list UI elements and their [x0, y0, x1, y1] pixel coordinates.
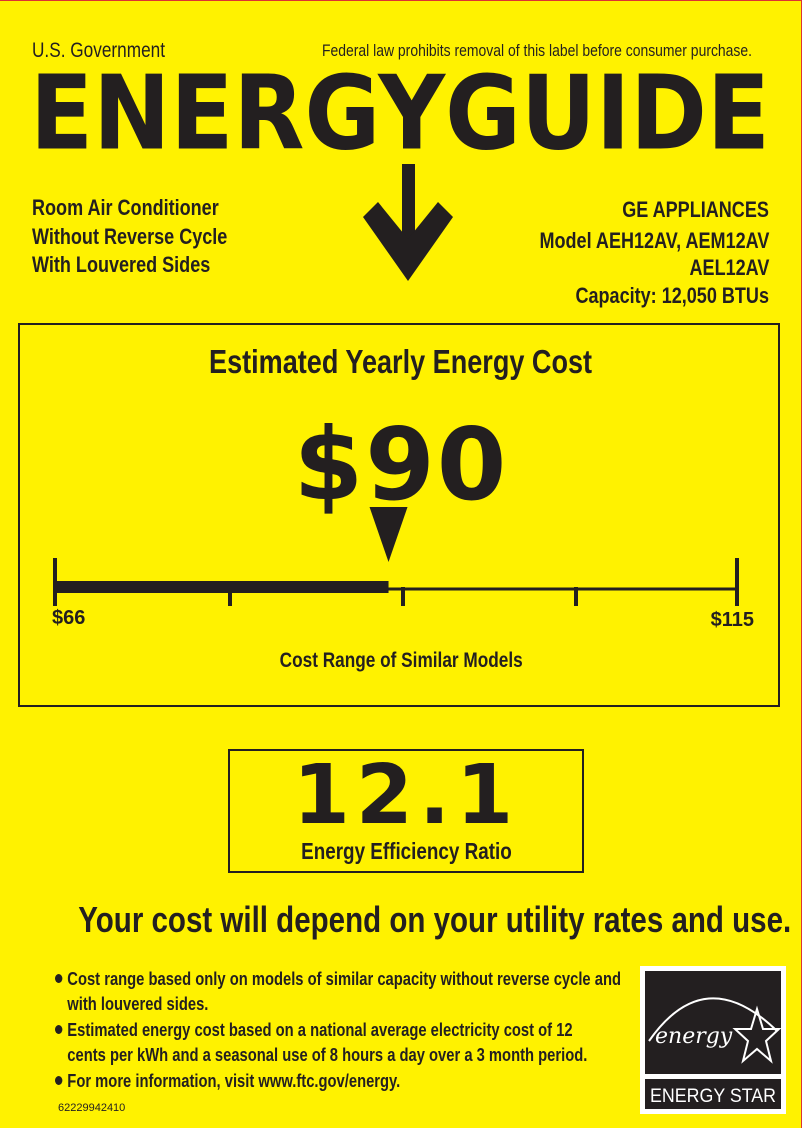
scale-tick	[228, 587, 232, 606]
product-type-line: Without Reverse Cycle	[32, 224, 228, 249]
cost-min-label: $66	[52, 607, 86, 629]
brand-text: ENERGYGUIDE	[30, 69, 770, 173]
model-numbers: AEL12AV	[689, 255, 769, 280]
star-icon	[732, 1005, 782, 1064]
scale-cap-max	[735, 558, 739, 606]
eer-value: 12.1	[292, 748, 520, 843]
capacity: Capacity: 12,050 BTUs	[575, 283, 769, 308]
label-code: 62229942410	[58, 1102, 126, 1114]
bullet-icon	[55, 1076, 63, 1085]
manufacturer: GE APPLIANCES	[622, 197, 769, 222]
energy-script: energy	[655, 1024, 733, 1049]
scale-tick	[401, 587, 405, 606]
bullet-item: For more information, visit www.ftc.gov/…	[55, 1069, 476, 1094]
scale-tick	[574, 587, 578, 606]
scale-cap-min	[53, 558, 57, 606]
cost-max-label: $115	[710, 609, 754, 631]
efficiency-box: 12.1 Energy Efficiency Ratio	[228, 749, 584, 873]
model-numbers: Model AEH12AV, AEM12AV	[539, 228, 769, 253]
bullet-icon	[55, 1025, 63, 1034]
cost-box: Estimated Yearly Energy Cost $90 $66 $11…	[18, 323, 780, 707]
cost-value: $90	[293, 406, 509, 523]
tagline: Your cost will depend on your utility ra…	[78, 899, 792, 940]
eer-label: Energy Efficiency Ratio	[300, 838, 512, 864]
cost-pointer-icon	[369, 507, 408, 562]
scale-fill	[54, 581, 389, 593]
product-type-line: Room Air Conditioner	[32, 195, 219, 220]
energy-star-logo: energy ENERGY STAR	[640, 966, 786, 1114]
energyguide-logo: ENERGYGUIDE	[28, 53, 778, 294]
product-type-line: With Louvered Sides	[32, 252, 211, 277]
cost-range-label: Cost Range of Similar Models	[279, 649, 523, 672]
bullet-item: Cost range based only on models of simil…	[55, 967, 745, 1017]
government-label: U.S. Government	[32, 39, 166, 62]
cost-scale	[53, 507, 739, 606]
arrow-down-icon	[363, 164, 453, 281]
removal-notice: Federal law prohibits removal of this la…	[322, 41, 753, 60]
energy-star-text: ENERGY STAR	[650, 1086, 776, 1107]
cost-title: Estimated Yearly Energy Cost	[209, 343, 593, 380]
bullet-icon	[55, 974, 63, 983]
bullet-item: Estimated energy cost based on a nationa…	[55, 1018, 704, 1068]
